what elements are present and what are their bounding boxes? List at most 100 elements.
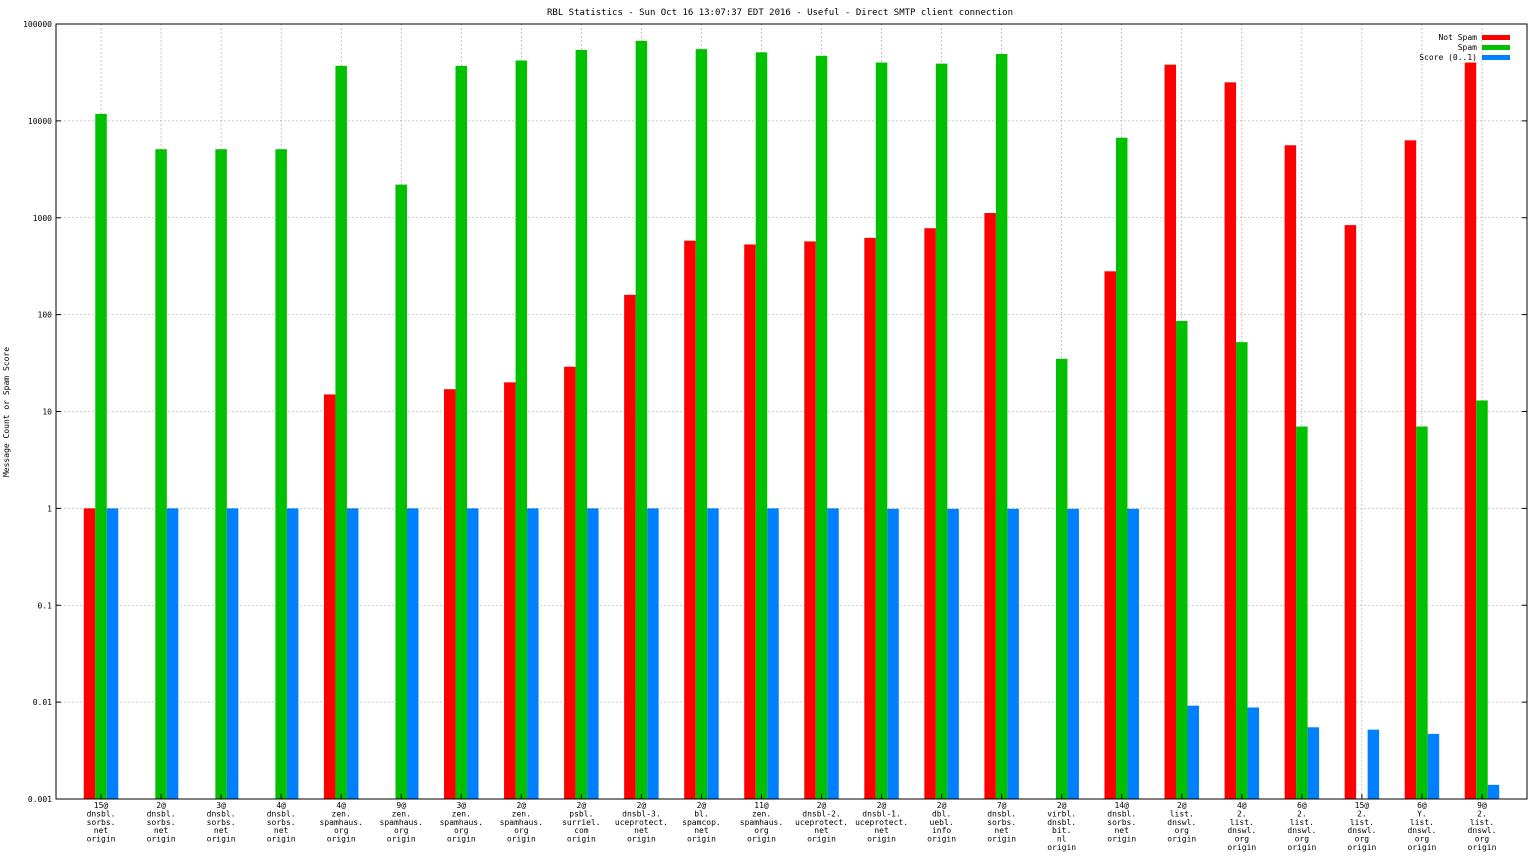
bar-spam	[815, 55, 828, 800]
bar-spam	[515, 60, 528, 799]
bar-not-spam	[1344, 225, 1357, 799]
bar-spam	[275, 149, 287, 800]
y-tick-label: 10	[42, 408, 52, 417]
x-tick-label: 9@ zen. spamhaus. org origin	[380, 801, 423, 844]
y-tick-label: 100000	[23, 20, 52, 29]
bar-score-0-1	[527, 508, 539, 799]
bar-score-0-1	[1487, 784, 1500, 799]
x-tick-label: 2@ bl. spamcop. net origin	[682, 801, 721, 844]
bar-score-0-1	[707, 508, 719, 799]
x-tick-label: 2@ psbl. surriel. com origin	[562, 801, 601, 844]
bar-spam	[695, 49, 708, 800]
y-tick-label: 1000	[33, 214, 52, 223]
legend-swatch	[1482, 45, 1510, 50]
bar-spam	[95, 113, 107, 799]
x-tick-label: 4@ zen. spamhaus. org origin	[320, 801, 363, 844]
bar-score-0-1	[1367, 729, 1380, 799]
x-tick-label: 9@ 2. list. dnswl. org origin	[1468, 801, 1497, 852]
bar-spam	[875, 62, 888, 800]
bar-spam	[935, 63, 948, 800]
bar-score-0-1	[1427, 733, 1440, 799]
bar-score-0-1	[467, 508, 479, 799]
x-tick-label: 2@ dnsbl-1. uceprotect. net origin	[855, 801, 908, 844]
x-tick-label: 6@ Y. list. dnswl. org origin	[1407, 801, 1436, 852]
bar-not-spam	[624, 294, 636, 799]
bar-spam	[1476, 400, 1488, 799]
x-tick-label: 6@ 2. list. dnswl. org origin	[1287, 801, 1316, 852]
bar-score-0-1	[286, 508, 299, 799]
bar-not-spam	[864, 237, 876, 799]
bar-spam	[635, 40, 648, 800]
legend-label: Not Spam	[1438, 33, 1477, 42]
x-tick-label: 14@ dnsbl. sorbs. net origin	[1107, 801, 1136, 844]
bar-spam	[1296, 426, 1308, 799]
bar-not-spam	[1224, 82, 1237, 799]
bar-spam	[335, 65, 347, 800]
legend-label: Spam	[1458, 43, 1477, 52]
legend-swatch	[1482, 35, 1510, 40]
bar-spam	[1055, 358, 1068, 799]
bar-score-0-1	[1247, 707, 1260, 799]
y-tick-label: 1	[47, 504, 52, 513]
bar-score-0-1	[1307, 727, 1320, 799]
x-tick-label: 15@ dnsbl. sorbs. net origin	[87, 801, 116, 844]
bar-score-0-1	[947, 508, 959, 799]
bar-score-0-1	[406, 508, 419, 799]
x-tick-label: 7@ dnsbl. sorbs. net origin	[987, 801, 1016, 844]
bar-not-spam	[444, 389, 456, 799]
x-tick-label: 2@ zen. spamhaus. org origin	[500, 801, 543, 844]
y-tick-label: 0.01	[33, 698, 52, 707]
y-tick-label: 10000	[28, 117, 52, 126]
bar-spam	[1416, 426, 1428, 799]
y-tick-label: 100	[38, 311, 53, 320]
x-tick-label: 2@ dbl. uebl. info origin	[927, 801, 956, 844]
bar-score-0-1	[346, 508, 359, 799]
bar-score-0-1	[587, 508, 599, 799]
bar-not-spam	[1284, 145, 1297, 799]
bar-score-0-1	[887, 508, 899, 799]
bar-not-spam	[984, 212, 996, 800]
y-tick-label: 0.001	[28, 795, 52, 804]
bar-not-spam	[1404, 140, 1417, 799]
bar-not-spam	[564, 366, 576, 799]
chart-title: RBL Statistics - Sun Oct 16 13:07:37 EDT…	[547, 8, 1013, 18]
x-tick-label: 11@ zen. spamhaus. org origin	[740, 801, 783, 844]
bar-spam	[1176, 320, 1188, 799]
bar-score-0-1	[226, 508, 239, 799]
bar-spam	[455, 65, 468, 800]
bar-not-spam	[744, 244, 756, 800]
bar-not-spam	[83, 508, 96, 799]
bar-score-0-1	[827, 508, 839, 799]
x-tick-label: 2@ virbl. dnsbl. bit. nl origin	[1047, 801, 1076, 852]
legend-swatch	[1482, 55, 1510, 60]
bar-spam	[995, 54, 1008, 799]
bar-spam	[215, 149, 227, 800]
y-axis-ticks: 0.001 0.01 0.1 1 10 100 1000 10000 100000	[23, 20, 1527, 804]
bar-spam	[1115, 137, 1128, 799]
bar-spam	[1236, 342, 1248, 799]
bar-spam	[755, 52, 768, 799]
bars	[83, 40, 1500, 800]
bar-not-spam	[1104, 271, 1116, 799]
bar-not-spam	[1164, 64, 1177, 799]
bar-not-spam	[684, 240, 696, 799]
bar-score-0-1	[767, 508, 779, 799]
y-axis-label: Message Count or Spam Score	[2, 347, 11, 477]
bar-score-0-1	[1127, 508, 1139, 799]
bar-score-0-1	[647, 508, 659, 799]
bar-not-spam	[323, 394, 336, 799]
bar-not-spam	[924, 228, 936, 799]
bar-spam	[395, 184, 407, 799]
x-tick-label: 3@ zen. spamhaus. org origin	[440, 801, 483, 844]
x-tick-label: 15@ 2. list. dnswl. org origin	[1347, 801, 1376, 852]
bar-score-0-1	[1067, 508, 1079, 799]
bar-not-spam	[504, 382, 516, 799]
y-tick-label: 0.1	[38, 601, 53, 610]
legend-label: Score (0..1)	[1419, 53, 1477, 62]
x-tick-label: 2@ dnsbl-2. uceprotect. net origin	[795, 801, 848, 844]
bar-score-0-1	[1007, 508, 1019, 799]
x-tick-label: 2@ dnsbl-3. uceprotect. net origin	[615, 801, 668, 844]
